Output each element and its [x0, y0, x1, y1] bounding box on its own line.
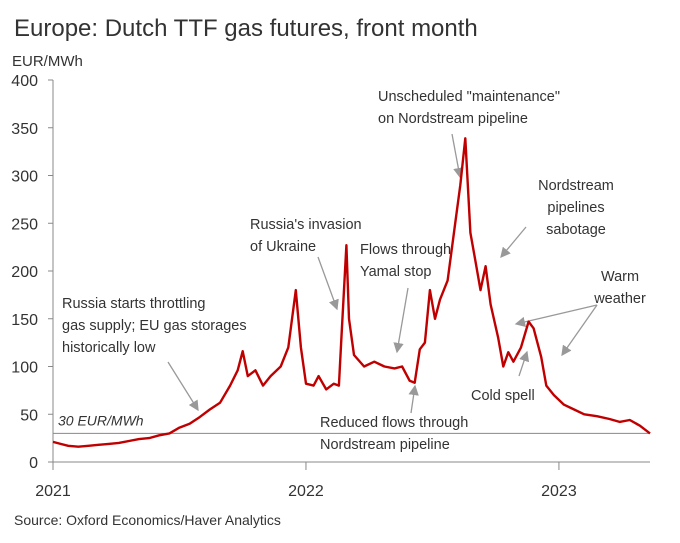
- x-tick-label: 2021: [35, 483, 71, 500]
- x-tick-label: 2022: [288, 483, 324, 500]
- annotation: Nordstream pipeline: [320, 437, 450, 453]
- y-tick-label: 200: [11, 264, 38, 281]
- annotation: Yamal stop: [360, 264, 431, 280]
- annotation: weather: [593, 291, 646, 307]
- chart-title: Europe: Dutch TTF gas futures, front mon…: [14, 15, 478, 42]
- annotation: Flows through: [360, 242, 451, 258]
- annotation: Russia starts throttling: [62, 296, 205, 312]
- y-tick-label: 300: [11, 169, 38, 186]
- y-tick-label: 0: [29, 455, 38, 472]
- line-series: [52, 137, 651, 448]
- annotation: pipelines: [547, 200, 604, 216]
- annotation: on Nordstream pipeline: [378, 111, 528, 127]
- annotation: Cold spell: [471, 388, 535, 404]
- y-tick-label: 100: [11, 360, 38, 377]
- y-tick-label: 50: [20, 407, 38, 424]
- annotation: Reduced flows through: [320, 415, 468, 431]
- annotation: sabotage: [546, 222, 606, 238]
- annotation: Unscheduled "maintenance": [378, 89, 560, 105]
- arrows: [167, 133, 598, 414]
- y-tick-label: 150: [11, 312, 38, 329]
- y-tick-label: 400: [11, 73, 38, 90]
- reference-label: 30 EUR/MWh: [58, 412, 144, 428]
- annotation: Russia's invasion: [250, 217, 362, 233]
- annotation: Nordstream: [538, 178, 614, 194]
- x-tick-label: 2023: [541, 483, 577, 500]
- annotation: Warm: [601, 269, 639, 285]
- annotation: historically low: [62, 340, 156, 356]
- annotation: gas supply; EU gas storages: [62, 318, 247, 334]
- y-tick-label: 250: [11, 216, 38, 233]
- y-tick-label: 350: [11, 121, 38, 138]
- y-axis-label: EUR/MWh: [12, 53, 83, 70]
- annotation: of Ukraine: [250, 239, 316, 255]
- source: Source: Oxford Economics/Haver Analytics: [14, 512, 281, 528]
